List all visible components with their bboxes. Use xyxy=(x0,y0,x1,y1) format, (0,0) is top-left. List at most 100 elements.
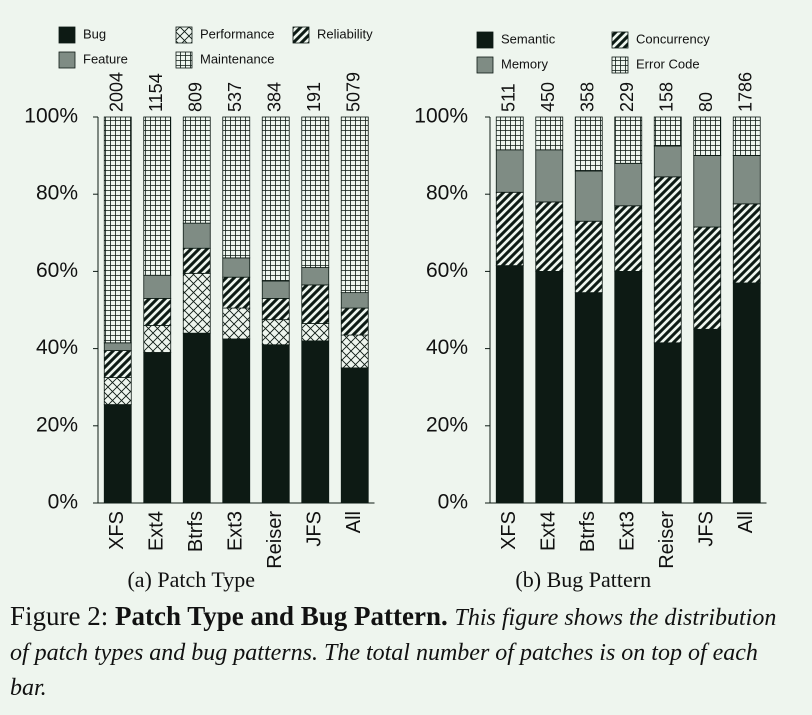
x-tick-label: JFS xyxy=(304,511,326,547)
bar-segment xyxy=(143,274,172,299)
bar-total: 809 xyxy=(186,82,206,112)
bar-segment xyxy=(653,342,682,504)
legend-label: Bug xyxy=(83,26,106,41)
bar-segment xyxy=(614,270,643,504)
bar-segment xyxy=(693,155,722,228)
legend-swatch xyxy=(58,26,76,44)
x-tick-label: Reiser xyxy=(264,511,286,569)
bar-segment xyxy=(693,328,722,504)
bar-segment xyxy=(574,292,603,504)
x-tick-label: Ext4 xyxy=(146,511,168,551)
bar-segment xyxy=(301,323,330,342)
x-tick-label: Btrfs xyxy=(185,511,207,552)
bar-total: 384 xyxy=(265,82,285,112)
y-tick-label: 0% xyxy=(438,491,468,514)
bar-total: 537 xyxy=(225,82,245,112)
figure: 0% 20% 40% 60% 80% 100% XFS 2004 Ext4 1154 Btrfs 80… xyxy=(24,26,767,592)
bar-segment xyxy=(495,149,524,193)
bar-segment xyxy=(535,201,564,272)
x-tick-label: XFS xyxy=(106,511,128,550)
bar-segment xyxy=(143,325,172,353)
bar-segment xyxy=(535,270,564,504)
subplot-caption: (a) Patch Type xyxy=(127,567,255,592)
bar-segment xyxy=(535,116,564,151)
bar-segment xyxy=(301,267,330,286)
legend-swatch xyxy=(175,26,193,44)
bar-total: 2004 xyxy=(107,72,127,112)
bar-segment xyxy=(495,191,524,267)
legend-label: Semantic xyxy=(501,31,556,46)
legend-label: Maintenance xyxy=(200,51,274,66)
y-tick-label: 100% xyxy=(414,105,468,128)
bar-segment xyxy=(103,404,132,504)
x-tick-label: Reiser xyxy=(656,511,678,569)
bar-segment xyxy=(103,342,132,351)
bar-segment xyxy=(261,298,290,321)
bar-total: 80 xyxy=(696,92,716,112)
bar-segment xyxy=(574,116,603,172)
legend-label: Concurrency xyxy=(636,31,710,46)
bar-segment xyxy=(574,220,603,294)
bar-segment xyxy=(301,116,330,268)
bar-segment xyxy=(340,367,369,504)
bar-segment xyxy=(222,257,251,278)
legend-swatch xyxy=(476,56,494,74)
bar-segment xyxy=(222,307,251,340)
legend-swatch xyxy=(611,31,629,49)
bar-segment xyxy=(182,116,211,224)
bar-segment xyxy=(732,116,761,156)
x-tick-label: Btrfs xyxy=(577,511,599,552)
bar-total: 158 xyxy=(657,82,677,112)
y-tick-label: 20% xyxy=(426,413,468,436)
bar-segment xyxy=(535,149,564,203)
bar-segment xyxy=(222,276,251,309)
bar-segment xyxy=(614,162,643,207)
bar-segment xyxy=(301,284,330,324)
y-tick-label: 100% xyxy=(24,105,78,128)
bar-segment xyxy=(261,319,290,346)
bar-segment xyxy=(732,155,761,205)
bar-segment xyxy=(182,332,211,504)
bar-segment xyxy=(614,116,643,164)
caption-text: This figure shows the distribution of pa… xyxy=(10,605,777,701)
y-tick-label: 80% xyxy=(36,182,78,205)
caption-label: Figure 2: xyxy=(10,601,109,631)
y-tick-label: 20% xyxy=(36,413,78,436)
legend-swatch xyxy=(175,51,193,69)
legend-label: Feature xyxy=(83,51,128,66)
x-tick-label: All xyxy=(343,511,365,533)
bar-segment xyxy=(653,116,682,147)
bar-segment xyxy=(340,292,369,309)
bar-total: 229 xyxy=(617,82,637,112)
bar-segment xyxy=(301,340,330,504)
bar-segment xyxy=(222,116,251,259)
bar-segment xyxy=(653,145,682,178)
bar-segment xyxy=(653,176,682,344)
subplot-caption: (b) Bug Pattern xyxy=(515,567,651,592)
bar-total: 191 xyxy=(304,82,324,112)
legend-label: Error Code xyxy=(636,56,700,71)
y-tick-label: 60% xyxy=(426,259,468,282)
y-tick-label: 0% xyxy=(48,491,78,514)
x-tick-label: Ext3 xyxy=(225,511,247,551)
bar-total: 358 xyxy=(578,82,598,112)
bar-segment xyxy=(261,280,290,299)
bar-segment xyxy=(182,222,211,249)
bar-segment xyxy=(143,298,172,326)
x-tick-label: XFS xyxy=(498,511,520,550)
bar-segment xyxy=(261,116,290,282)
legend-swatch xyxy=(476,31,494,49)
bar-segment xyxy=(495,116,524,151)
y-tick-label: 40% xyxy=(426,336,468,359)
figure-caption: Figure 2: Patch Type and Bug Pattern. Th… xyxy=(0,600,800,705)
bar-segment xyxy=(340,334,369,369)
bar-segment xyxy=(222,338,251,504)
y-tick-label: 80% xyxy=(426,182,468,205)
bar-total: 5079 xyxy=(344,72,364,112)
bar-total: 1154 xyxy=(146,73,166,112)
x-tick-label: All xyxy=(735,511,757,533)
bar-segment xyxy=(693,226,722,330)
bar-total: 1786 xyxy=(736,72,756,112)
bar-segment xyxy=(693,116,722,156)
y-tick-label: 60% xyxy=(36,259,78,282)
